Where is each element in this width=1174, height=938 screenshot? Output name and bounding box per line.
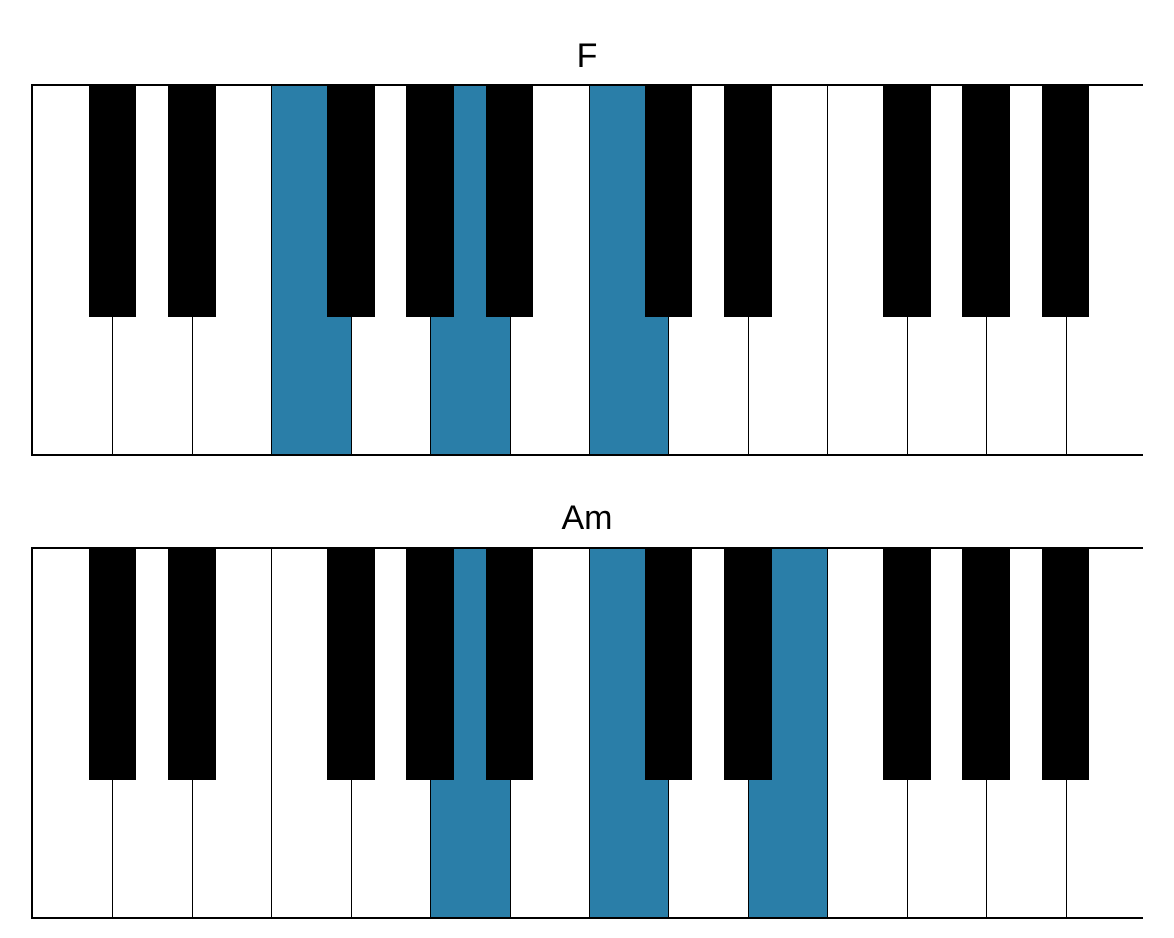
black-key xyxy=(89,86,137,317)
black-key xyxy=(1042,549,1090,780)
chord-block-am: Am xyxy=(31,499,1143,544)
chord-block-f: F xyxy=(31,37,1143,82)
black-key xyxy=(486,549,534,780)
black-key xyxy=(406,86,454,317)
black-key xyxy=(1042,86,1090,317)
chord-label: Am xyxy=(31,499,1143,538)
black-key xyxy=(645,549,693,780)
black-key xyxy=(962,549,1010,780)
keyboard xyxy=(31,84,1143,456)
black-key xyxy=(724,86,772,317)
black-key xyxy=(883,549,931,780)
black-key xyxy=(168,86,216,317)
black-key xyxy=(883,86,931,317)
black-key xyxy=(962,86,1010,317)
page: F Am xyxy=(0,0,1174,938)
black-key xyxy=(168,549,216,780)
chord-label: F xyxy=(31,37,1143,76)
keyboard xyxy=(31,547,1143,919)
black-key xyxy=(724,549,772,780)
black-key xyxy=(327,549,375,780)
black-key xyxy=(406,549,454,780)
black-key xyxy=(89,549,137,780)
black-key xyxy=(645,86,693,317)
black-key xyxy=(327,86,375,317)
black-key xyxy=(486,86,534,317)
